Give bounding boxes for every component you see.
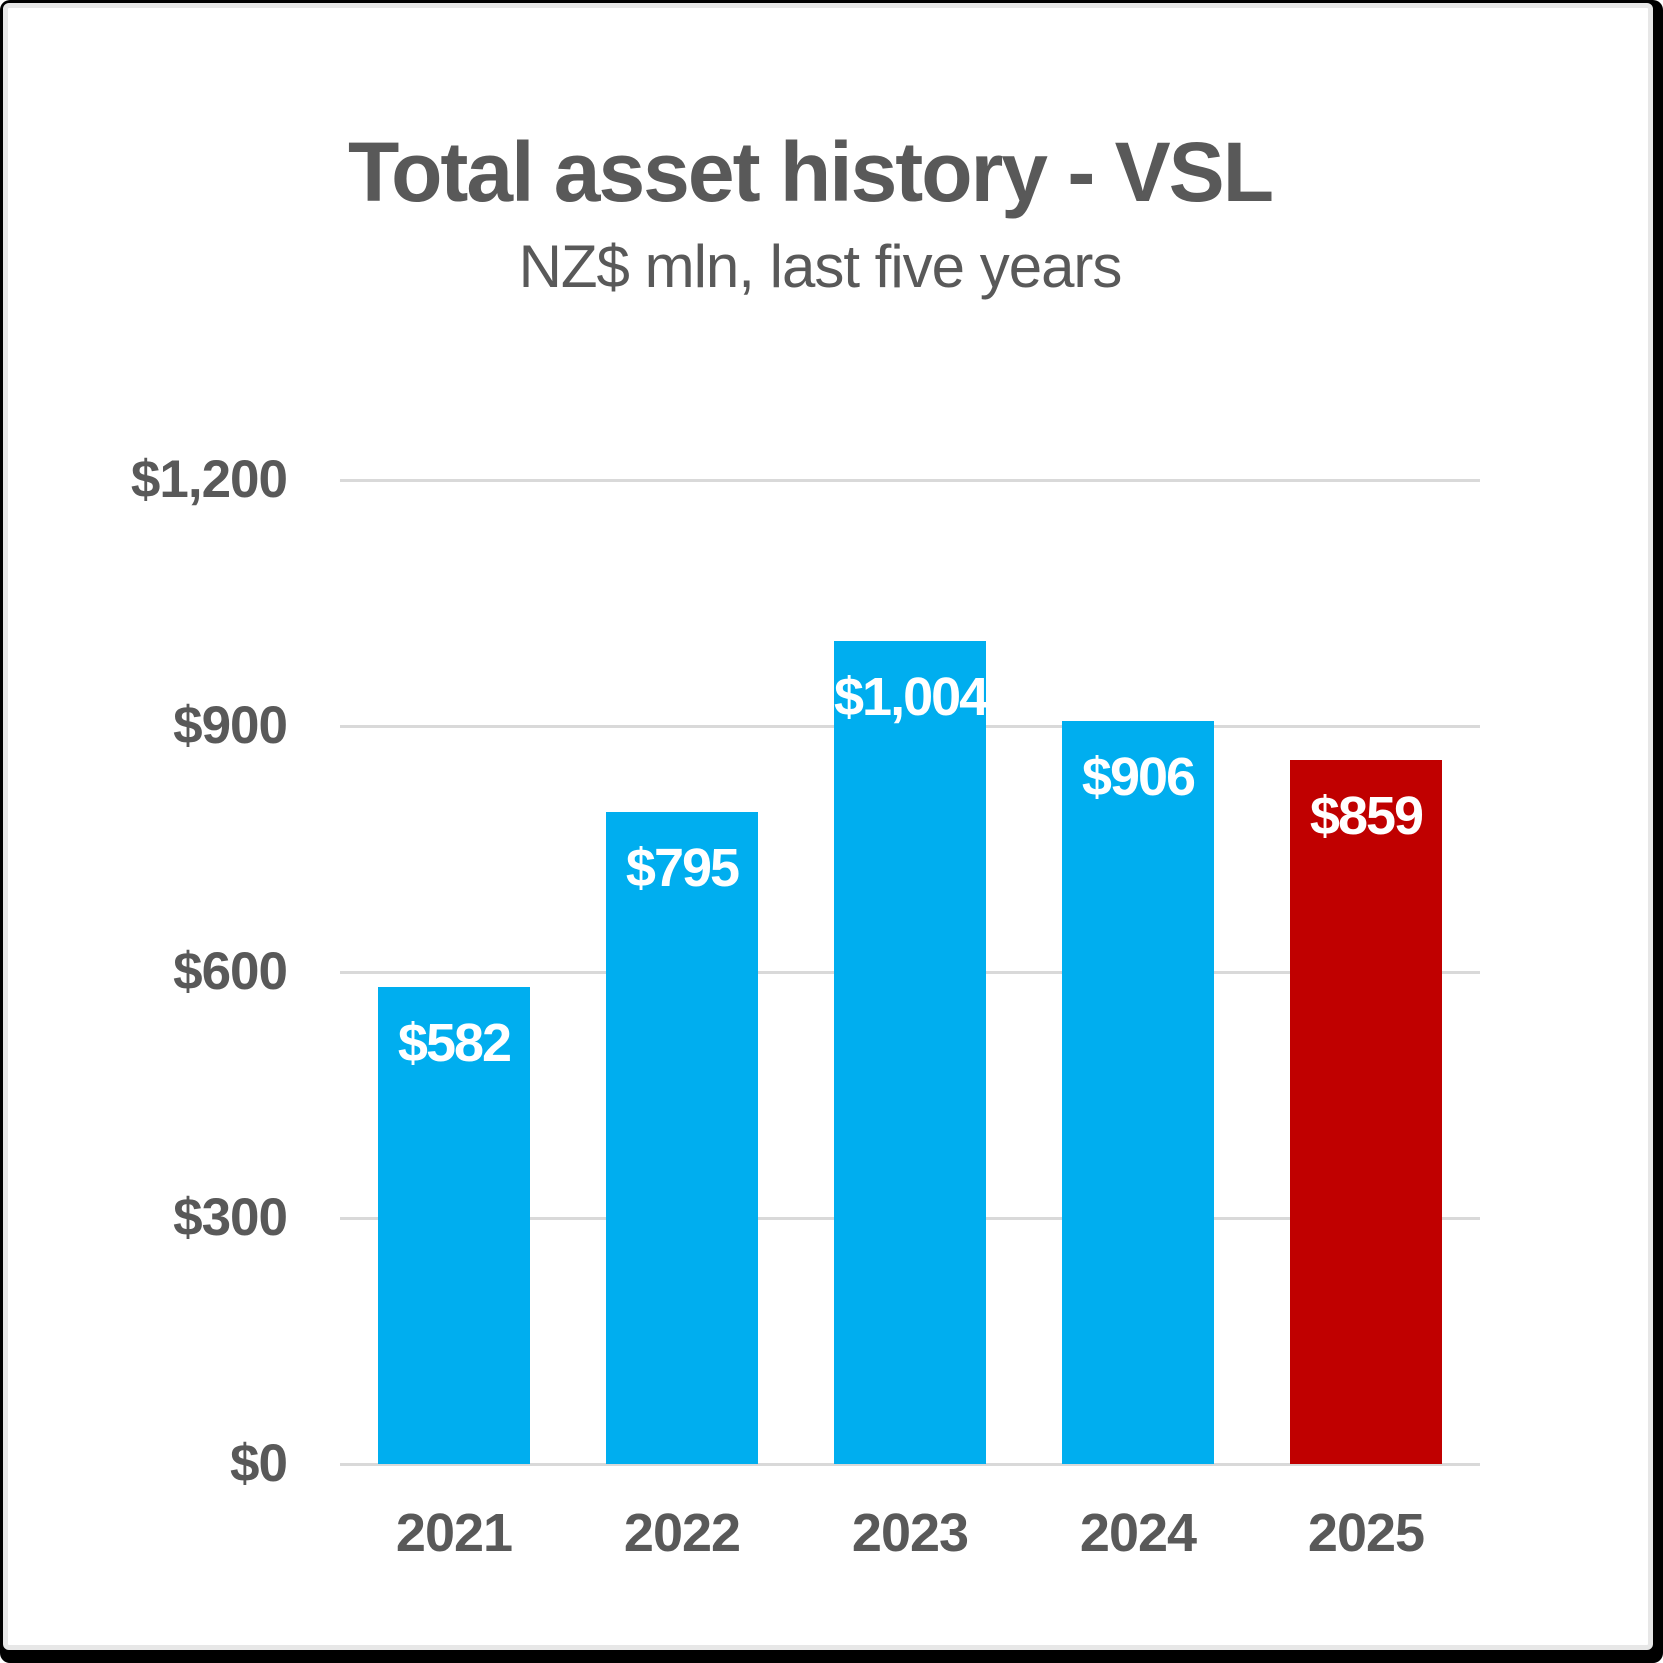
x-axis-label-2021: 2021 — [395, 1503, 513, 1563]
y-axis-tick-label-1200: $1,200 — [130, 450, 288, 509]
bar-value-label-2021: $582 — [397, 1012, 512, 1073]
bar-2021: $582 — [378, 986, 530, 1464]
bar-value-label-2023: $1,004 — [834, 666, 989, 727]
chart-stage: Total asset history - VSL NZ$ mln, last … — [8, 8, 1648, 1645]
plot-area: $0 $300 $600 $900 $1,200 $582 2021 $795 2022 $1,0… — [8, 8, 1648, 1645]
y-axis-tick-label-600: $600 — [173, 942, 288, 1001]
gridline-0 — [340, 1462, 1480, 1466]
bar-2022: $795 — [606, 812, 758, 1464]
y-axis-tick-label-900: $900 — [173, 696, 288, 755]
x-axis-label-2023: 2023 — [851, 1503, 969, 1563]
gridline-1200 — [340, 478, 1480, 482]
chart-subtitle: NZ$ mln, last five years — [518, 233, 1123, 300]
bar-2024: $906 — [1062, 721, 1214, 1464]
bar-2025: $859 — [1290, 759, 1442, 1464]
y-axis-tick-label-0: $0 — [230, 1434, 288, 1493]
x-axis-label-2022: 2022 — [623, 1503, 741, 1563]
y-axis-tick-label-300: $300 — [173, 1188, 288, 1247]
chart-card: Total asset history - VSL NZ$ mln, last … — [3, 3, 1653, 1650]
bar-value-label-2022: $795 — [625, 838, 740, 899]
chart-title: Total asset history - VSL — [348, 125, 1274, 219]
bar-2023: $1,004 — [834, 640, 989, 1464]
bar-value-label-2024: $906 — [1081, 747, 1196, 808]
bar-value-label-2025: $859 — [1309, 785, 1424, 846]
x-axis-label-2024: 2024 — [1079, 1503, 1197, 1563]
x-axis-label-2025: 2025 — [1307, 1503, 1425, 1563]
